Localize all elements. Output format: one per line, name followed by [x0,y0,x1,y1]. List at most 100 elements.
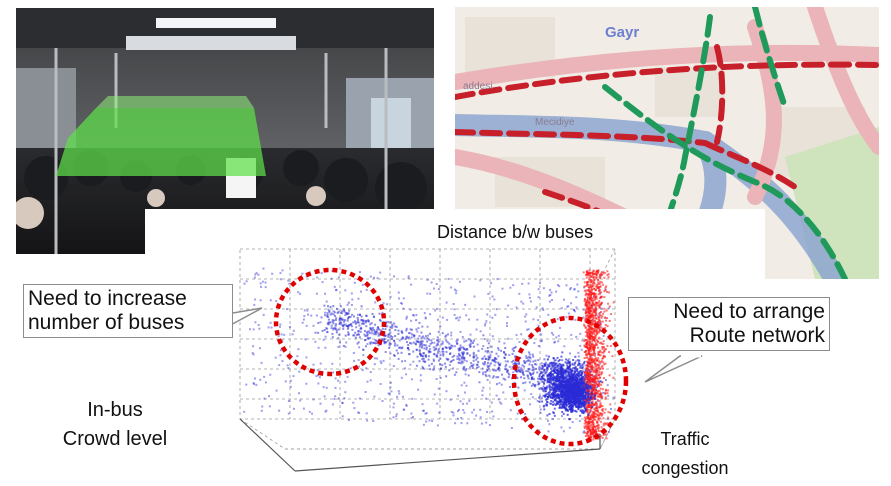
scatter-point [437,330,440,333]
scatter-point [593,292,596,295]
scatter-point [592,422,595,425]
scatter-point [600,383,603,386]
scatter-point [570,400,573,403]
scatter-point [521,364,524,367]
scatter-point [590,407,593,410]
scatter-point [572,367,575,369]
scatter-point [548,394,551,396]
scatter-point [467,338,470,341]
scatter-point [594,297,596,300]
scatter-point [519,369,522,372]
scatter-point [330,312,333,315]
scatter-point [571,373,574,376]
scatter-point [604,408,607,411]
scatter-point [557,396,560,399]
scatter-point [335,288,338,291]
scatter-point [532,360,535,363]
scatter-point [540,339,543,342]
scatter-point [384,335,387,337]
scatter-point [591,345,594,348]
scatter-point [374,330,377,333]
scatter-point [339,341,341,344]
scatter-point [422,423,425,426]
scatter-point [430,362,433,365]
scatter-point [415,314,418,316]
scatter-point [494,361,497,364]
scatter-point [507,376,510,379]
scatter-point [594,315,597,317]
scatter-point [553,375,556,378]
scatter-point [365,367,368,370]
scatter-point [537,319,540,322]
scatter-point [495,358,498,360]
scatter-point [595,357,597,360]
scatter-point [405,373,408,376]
scatter-point [593,276,596,278]
scatter-point [352,321,355,324]
scatter-point [584,387,587,390]
scatter-point [331,319,334,322]
scatter-point [598,316,601,319]
scatter-point [584,294,587,297]
scatter-point [591,329,594,332]
scatter-point [509,385,512,388]
scatter-point [326,322,329,325]
scatter-point [594,428,597,430]
scatter-point [550,373,553,376]
scatter-point [486,369,489,372]
scatter-point [536,371,539,374]
scatter-point [342,344,345,347]
scatter-point [458,357,460,360]
scatter-point [510,427,513,429]
scatter-point [594,388,597,391]
scatter-point [570,389,573,392]
scatter-point [400,330,403,333]
scatter-point [495,352,498,355]
scatter-point [351,328,354,331]
scatter-point [326,315,329,318]
scatter-point [437,318,439,321]
scatter-point [469,339,472,342]
scatter-point [353,359,356,362]
scatter-point [551,396,554,399]
scatter-point [316,276,319,279]
scatter-point [558,359,561,361]
scatter-point [461,355,464,358]
scatter-point [441,316,444,319]
scatter-point [592,327,595,330]
scatter-point [393,339,396,342]
scatter-point [331,362,334,365]
scatter-point [583,380,586,383]
scatter-point [590,321,593,324]
scatter-point [591,311,594,314]
scatter-point [579,382,582,385]
scatter-point [577,406,580,409]
scatter-point [571,408,574,411]
scatter-point [565,373,567,376]
scatter-point [576,380,579,383]
scatter-point [503,356,506,359]
scatter-point [585,276,588,279]
scatter-point [418,348,421,351]
scatter-point [328,311,331,314]
scatter-point [570,391,573,394]
scatter-point [600,404,603,407]
scatter-point [569,380,572,383]
scatter-point [482,386,485,389]
scatter-point [590,414,593,417]
scatter-point [337,345,340,348]
scatter-point [599,303,602,306]
scatter-point [577,351,580,354]
scatter-point [585,343,588,346]
scatter-point [596,400,599,403]
scatter-point [557,390,560,393]
scatter-point [572,308,575,311]
scatter-point [599,387,602,390]
scatter-point [592,369,595,372]
scatter-point [312,398,315,401]
scatter-point [418,321,421,324]
scatter-point [573,310,576,313]
scatter-point [579,371,582,374]
scatter-point [598,371,601,374]
scatter-point [439,363,442,366]
